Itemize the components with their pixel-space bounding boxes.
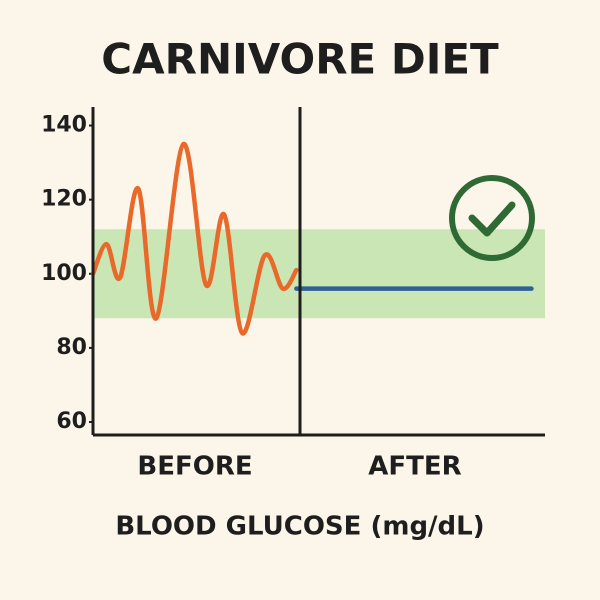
x-category-label: AFTER (368, 452, 461, 482)
y-tick-label: 100 (41, 261, 87, 286)
plot: 60 80 100 120 140 (41, 113, 545, 434)
y-tick-label: 80 (56, 335, 87, 360)
axis-label: BLOOD GLUCOSE (mg/dL) (115, 512, 484, 542)
glucose-line (90, 141, 299, 336)
x-category-label: BEFORE (137, 452, 252, 482)
check-icon (449, 175, 535, 261)
y-tick-label: 60 (56, 409, 87, 434)
y-tick-label: 120 (41, 187, 87, 212)
y-tick-label: 140 (41, 113, 87, 138)
chart-title: CARNIVORE DIET (101, 35, 499, 84)
